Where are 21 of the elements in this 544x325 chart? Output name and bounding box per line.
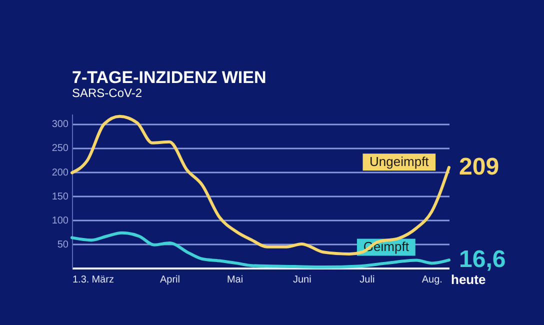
line-series [70, 231, 450, 269]
chart-title: 7-TAGE-INZIDENZ WIEN [72, 68, 266, 87]
y-tick-label: 200 [52, 167, 69, 178]
y-tick-label: 100 [52, 215, 69, 226]
data-label: 16,6 [459, 246, 506, 274]
x-tick-label: Juni [292, 274, 312, 286]
y-tick-label: 300 [52, 119, 69, 130]
x-tick-label: 1.3. [72, 274, 90, 286]
y-tick-label: 150 [52, 191, 69, 202]
x-tick-label: März [92, 274, 114, 286]
series-label: Ungeimpft [370, 154, 430, 170]
y-tick-label: 50 [57, 239, 69, 250]
x-tick-label: Juli [360, 274, 375, 286]
data-label: 209 [459, 153, 500, 180]
y-tick-label: 250 [52, 143, 69, 154]
line-series [70, 114, 450, 256]
text: heute [451, 272, 486, 287]
chart-subtitle: SARS-CoV-2 [72, 86, 142, 100]
x-tick-label: Mai [226, 274, 244, 286]
x-tick-label: Aug. [422, 274, 442, 286]
x-tick-label: April [160, 274, 180, 286]
